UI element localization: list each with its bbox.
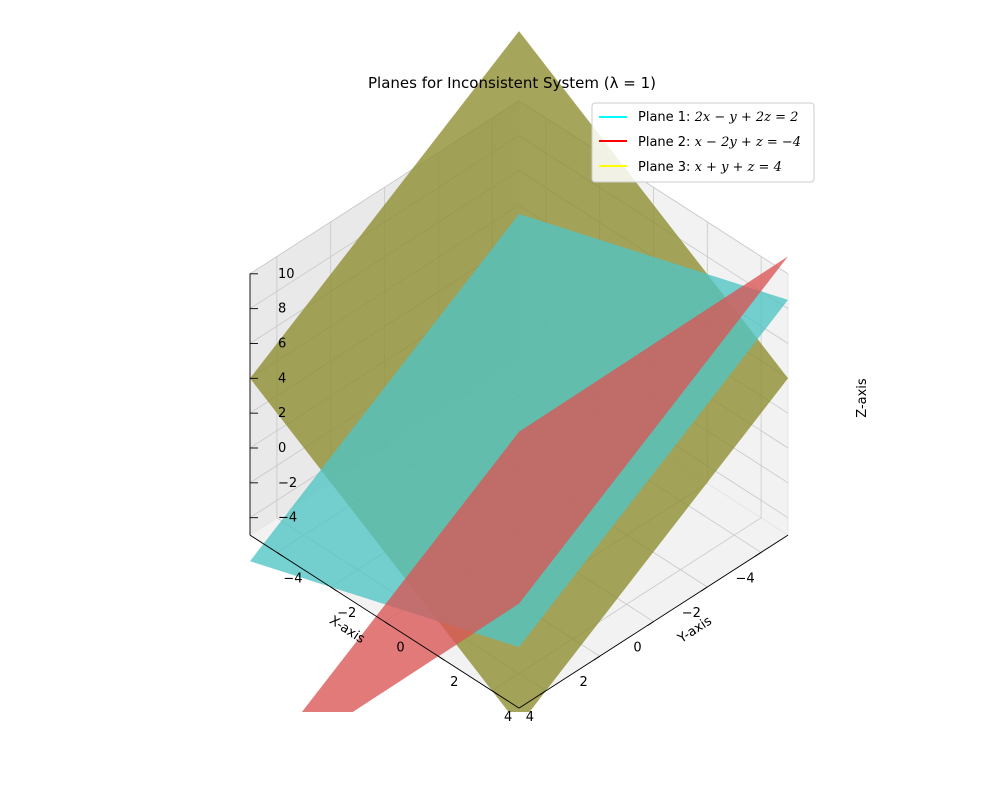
x-tick-mark [754, 552, 762, 557]
y-tick-label: −4 [283, 571, 302, 586]
y-tick-label: 2 [450, 675, 458, 690]
legend-frame [591, 102, 815, 183]
y-tick-label: −2 [337, 606, 356, 621]
y-tick-mark [438, 655, 445, 661]
y-tick-label: 4 [504, 710, 512, 725]
plane-surfaces [250, 31, 788, 712]
x-tick-mark [539, 690, 547, 696]
tick-labels: −4 −2 0 2 4 −4 −2 0 2 4 −4 −2 0 2 4 6 8 10 [250, 267, 762, 725]
x-tick-label: −2 [682, 606, 701, 621]
z-tick-label: 6 [278, 337, 286, 352]
surface-plane-1 [250, 214, 788, 648]
x-tick-label: −4 [736, 571, 755, 586]
x-tick-label: 0 [633, 641, 641, 656]
surface-plane-2 [301, 256, 788, 712]
z-tick-label: 0 [278, 441, 286, 456]
x-tick-label: 4 [526, 710, 534, 725]
z-tick-label: 2 [278, 406, 286, 421]
legend-label-plane-2: Plane 2: x − 2y + z = −4 [638, 135, 801, 150]
legend-label-plane-1: Plane 1: 2x − y + 2z = 2 [638, 110, 798, 125]
y-tick-mark [330, 586, 337, 592]
x-tick-label: 2 [580, 675, 588, 690]
x-tick-mark [593, 655, 600, 661]
y-tick-label: 0 [396, 641, 404, 656]
z-tick-label: −4 [278, 511, 297, 526]
chart-title: Planes for Inconsistent System (λ = 1) [368, 74, 656, 92]
legend: Plane 1: 2x − y + 2z = 2 Plane 2: x − 2y… [591, 102, 815, 183]
y-tick-mark [491, 690, 499, 696]
z-tick-label: −2 [278, 476, 297, 491]
x-tick-mark [647, 621, 654, 626]
z-tick-label: 8 [278, 302, 286, 317]
z-axis-label: Z-axis [855, 378, 870, 418]
x-tick-mark [701, 586, 708, 592]
legend-label-plane-3: Plane 3: x + y + z = 4 [638, 160, 782, 175]
y-tick-mark [276, 552, 284, 557]
z-tick-label: 4 [278, 371, 286, 386]
y-tick-mark [384, 621, 391, 626]
z-tick-label: 10 [278, 267, 295, 282]
